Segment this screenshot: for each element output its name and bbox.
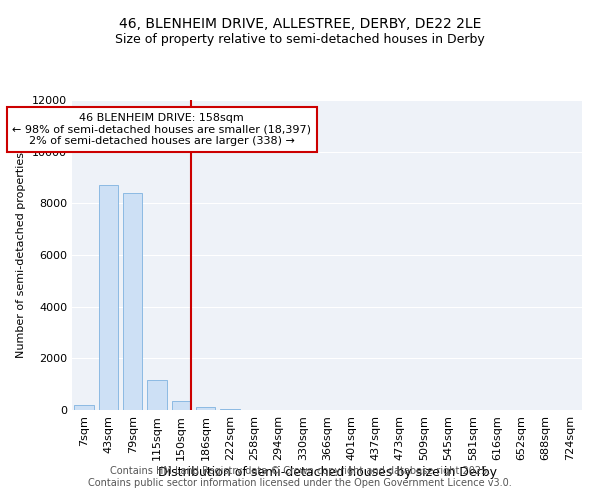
Bar bbox=[196, 408, 215, 410]
Bar bbox=[74, 405, 94, 410]
Text: Size of property relative to semi-detached houses in Derby: Size of property relative to semi-detach… bbox=[115, 32, 485, 46]
Bar bbox=[147, 380, 167, 410]
Bar bbox=[220, 408, 239, 410]
X-axis label: Distribution of semi-detached houses by size in Derby: Distribution of semi-detached houses by … bbox=[157, 466, 497, 478]
Bar bbox=[123, 193, 142, 410]
Text: Contains HM Land Registry data © Crown copyright and database right 2025.
Contai: Contains HM Land Registry data © Crown c… bbox=[88, 466, 512, 487]
Text: 46 BLENHEIM DRIVE: 158sqm
← 98% of semi-detached houses are smaller (18,397)
2% : 46 BLENHEIM DRIVE: 158sqm ← 98% of semi-… bbox=[13, 113, 311, 146]
Y-axis label: Number of semi-detached properties: Number of semi-detached properties bbox=[16, 152, 26, 358]
Bar bbox=[172, 401, 191, 410]
Bar bbox=[99, 185, 118, 410]
Text: 46, BLENHEIM DRIVE, ALLESTREE, DERBY, DE22 2LE: 46, BLENHEIM DRIVE, ALLESTREE, DERBY, DE… bbox=[119, 18, 481, 32]
